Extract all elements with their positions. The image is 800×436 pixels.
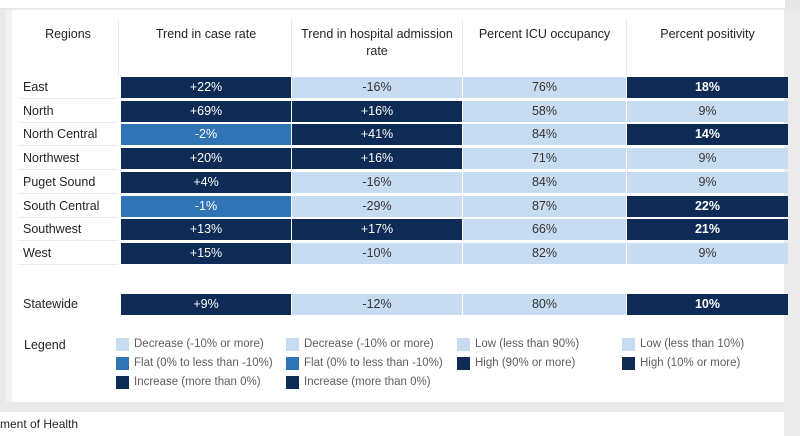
statewide-label: Statewide: [23, 297, 78, 311]
table-row[interactable]: North +69% +16% 58% 9%: [18, 100, 788, 123]
region-label: Southwest: [23, 222, 82, 237]
positivity-cell: 9%: [627, 148, 788, 170]
header-percent-positivity[interactable]: Percent positivity: [660, 27, 755, 41]
regional-indicators-card: Regions Trend in case rate Trend in hosp…: [6, 10, 788, 402]
positivity-cell: 9%: [627, 100, 788, 122]
positivity-cell: 9%: [627, 242, 788, 264]
icu-occupancy-cell: 66%: [463, 219, 626, 241]
region-label: South Central: [23, 198, 100, 213]
row-divider: [18, 263, 118, 265]
icu-occupancy-cell: 82%: [463, 242, 626, 264]
statewide-case-rate-cell: +9%: [121, 294, 291, 315]
region-label: North: [23, 103, 54, 118]
legend-swatch: [286, 376, 299, 389]
hospital-admission-cell: +16%: [292, 148, 462, 170]
case-rate-cell: +15%: [121, 242, 291, 264]
region-label: West: [23, 245, 52, 260]
header-regions[interactable]: Regions: [45, 27, 91, 41]
region-label: North Central: [23, 127, 98, 142]
row-divider: [18, 145, 118, 147]
hospital-admission-cell: -16%: [292, 171, 462, 193]
hospital-admission-cell: -10%: [292, 242, 462, 264]
icu-occupancy-cell: 71%: [463, 148, 626, 170]
legend-swatch: [286, 338, 299, 351]
legend-swatch: [116, 357, 129, 370]
region-label: Puget Sound: [23, 174, 96, 189]
hospital-admission-cell: +16%: [292, 100, 462, 122]
table-row[interactable]: West +15% -10% 82% 9%: [18, 242, 788, 265]
positivity-cell: 22%: [627, 195, 788, 217]
positivity-cell: 21%: [627, 219, 788, 241]
icu-occupancy-cell: 58%: [463, 100, 626, 122]
hospital-admission-cell: -16%: [292, 77, 462, 98]
header-trend-hospital-admission[interactable]: Trend in hospital admission rate: [301, 27, 453, 58]
legend-swatch: [622, 357, 635, 370]
positivity-cell: 9%: [627, 171, 788, 193]
case-rate-cell: +69%: [121, 100, 291, 122]
row-divider: [18, 240, 118, 242]
case-rate-cell: +13%: [121, 219, 291, 241]
footer-source-text: ment of Health: [0, 417, 79, 431]
hospital-admission-cell: +41%: [292, 124, 462, 146]
table-header-row: Regions Trend in case rate Trend in hosp…: [18, 20, 788, 76]
hospital-admission-cell: -29%: [292, 195, 462, 217]
column-divider: [291, 20, 292, 76]
row-divider: [18, 121, 118, 123]
table-row[interactable]: Northwest +20% +16% 71% 9%: [18, 147, 788, 171]
region-label: Northwest: [23, 151, 80, 166]
legend-swatch: [457, 338, 470, 351]
header-icu-occupancy[interactable]: Percent ICU occupancy: [478, 27, 611, 41]
column-divider: [462, 20, 463, 76]
legend-swatch: [116, 338, 129, 351]
region-label: East: [23, 80, 49, 94]
top-strip: [0, 0, 800, 9]
case-rate-cell: -1%: [121, 195, 291, 217]
icu-occupancy-cell: 84%: [463, 171, 626, 193]
table-row[interactable]: North Central -2% +41% 84% 14%: [18, 123, 788, 147]
hospital-admission-cell: +17%: [292, 219, 462, 241]
legend-swatch: [286, 357, 299, 370]
footer-card: ment of Health: [0, 412, 784, 436]
legend-swatch: [457, 357, 470, 370]
statewide-icu-cell: 80%: [463, 294, 626, 315]
case-rate-cell: +4%: [121, 171, 291, 193]
statewide-positivity-cell: 10%: [627, 294, 788, 315]
icu-occupancy-cell: 87%: [463, 195, 626, 217]
row-divider: [18, 216, 118, 218]
statewide-row[interactable]: Statewide +9% -12% 80% 10%: [18, 293, 788, 315]
row-divider: [18, 169, 118, 171]
case-rate-cell: -2%: [121, 124, 291, 146]
top-strip-card: [0, 0, 785, 8]
icu-occupancy-cell: 84%: [463, 124, 626, 146]
legend-swatch: [622, 338, 635, 351]
case-rate-cell: +22%: [121, 77, 291, 98]
case-rate-cell: +20%: [121, 148, 291, 170]
table-row[interactable]: East +22% -16% 76% 18%: [18, 76, 788, 99]
column-divider: [118, 20, 119, 76]
table-row[interactable]: Southwest +13% +17% 66% 21%: [18, 218, 788, 242]
icu-occupancy-cell: 76%: [463, 77, 626, 98]
legend-swatch: [116, 376, 129, 389]
table-row[interactable]: South Central -1% -29% 87% 22%: [18, 195, 788, 218]
card-edge: [6, 10, 12, 402]
positivity-cell: 18%: [627, 77, 788, 98]
row-divider: [18, 192, 118, 194]
row-divider: [18, 98, 118, 99]
statewide-hospital-cell: -12%: [292, 294, 462, 315]
header-trend-case-rate[interactable]: Trend in case rate: [155, 27, 257, 41]
column-divider: [626, 20, 627, 76]
legend-title: Legend: [24, 338, 66, 352]
positivity-cell: 14%: [627, 124, 788, 146]
legend: Legend Decrease (-10% or more) Flat (0% …: [24, 338, 745, 389]
table-row[interactable]: Puget Sound +4% -16% 84% 9%: [18, 171, 788, 194]
